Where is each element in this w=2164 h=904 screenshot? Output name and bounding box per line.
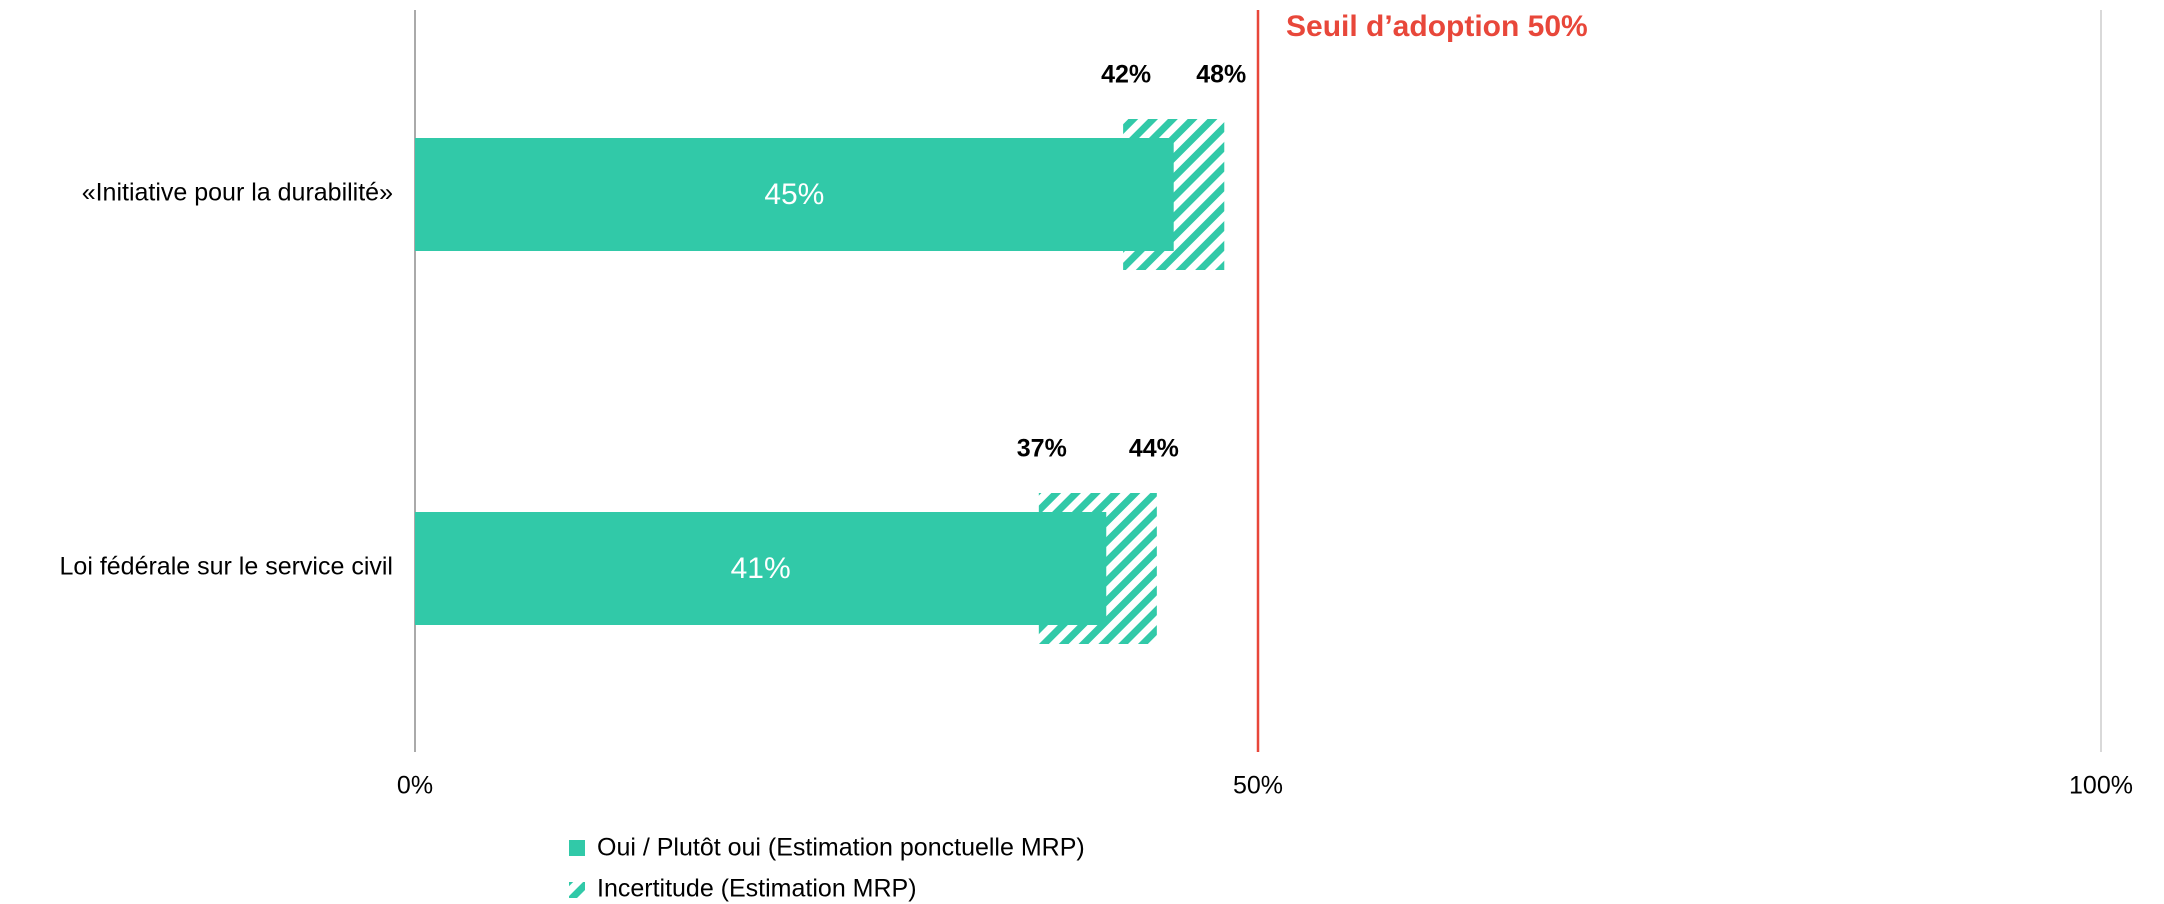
value-label: 45%: [764, 178, 824, 211]
low-label: 42%: [1101, 61, 1151, 89]
low-label: 37%: [1017, 435, 1067, 463]
category-label: «Initiative pour la durabilité»: [82, 179, 393, 207]
legend-label: Incertitude (Estimation MRP): [597, 875, 917, 903]
bar: [415, 138, 1174, 251]
x-tick-label: 0%: [397, 772, 433, 800]
category-label: Loi fédérale sur le service civil: [60, 553, 393, 581]
legend-label: Oui / Plutôt oui (Estimation ponctuelle …: [597, 834, 1085, 862]
x-tick-label: 100%: [2069, 772, 2133, 800]
high-label: 44%: [1129, 435, 1179, 463]
value-label: 41%: [731, 552, 791, 585]
legend-swatch: [569, 882, 585, 898]
high-label: 48%: [1196, 61, 1246, 89]
threshold-label: Seuil d’adoption 50%: [1286, 10, 1588, 43]
legend-swatch: [569, 840, 585, 856]
x-tick-label: 50%: [1233, 772, 1283, 800]
bar: [415, 512, 1107, 625]
